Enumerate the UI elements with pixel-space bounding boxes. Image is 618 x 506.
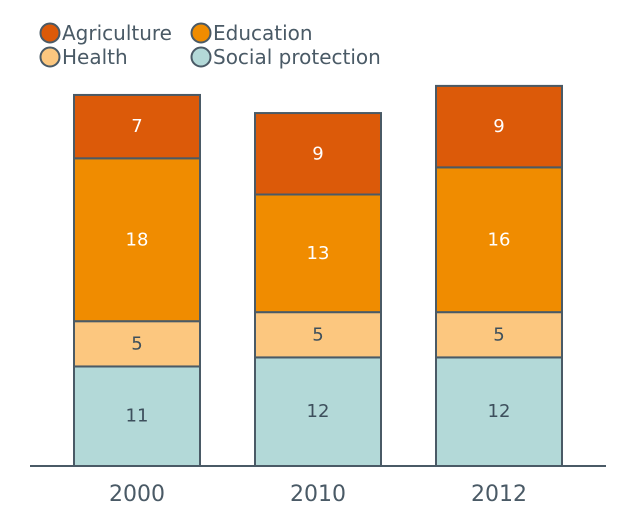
bar-health-2012 bbox=[435, 311, 563, 359]
x-tick-label-2012: 2012 bbox=[471, 482, 527, 506]
legend-swatch-health bbox=[39, 46, 61, 68]
x-tick-labels: 2000 2010 2012 bbox=[109, 482, 527, 506]
data-label-social-protection-2000: 11 bbox=[126, 406, 149, 427]
legend-label-education: Education bbox=[213, 21, 313, 45]
bars: 11 5 18 7 12 5 13 9 12 5 16 9 bbox=[73, 84, 563, 468]
data-label-health-2010: 5 bbox=[312, 324, 323, 345]
data-label-agriculture-2012: 9 bbox=[493, 116, 504, 137]
bar-health-2000 bbox=[73, 320, 201, 368]
data-label-education-2010: 13 bbox=[307, 243, 330, 264]
legend-swatch-education bbox=[190, 22, 212, 44]
bar-education-2010 bbox=[254, 193, 382, 314]
data-label-education-2012: 16 bbox=[488, 229, 511, 250]
data-label-agriculture-2000: 7 bbox=[131, 116, 142, 137]
legend-swatch-agriculture bbox=[39, 22, 61, 44]
bar-agriculture-2012 bbox=[435, 84, 563, 169]
data-label-social-protection-2012: 12 bbox=[488, 401, 511, 422]
bar-social-protection-2000 bbox=[73, 365, 201, 468]
x-tick-label-2000: 2000 bbox=[109, 482, 165, 506]
legend-label-health: Health bbox=[62, 45, 128, 69]
data-label-education-2000: 18 bbox=[126, 229, 149, 250]
data-label-health-2000: 5 bbox=[131, 333, 142, 354]
data-label-social-protection-2010: 12 bbox=[307, 401, 330, 422]
bar-education-2012 bbox=[435, 166, 563, 314]
legend-label-social-protection: Social protection bbox=[213, 45, 381, 69]
data-label-agriculture-2010: 9 bbox=[312, 143, 323, 164]
data-label-health-2012: 5 bbox=[493, 324, 504, 345]
bar-agriculture-2000 bbox=[73, 93, 201, 160]
legend: Agriculture Education Health Social protect… bbox=[39, 21, 381, 69]
x-tick-label-2010: 2010 bbox=[290, 482, 346, 506]
bar-agriculture-2010 bbox=[254, 112, 382, 196]
legend-swatch-social-protection bbox=[190, 46, 212, 68]
bar-health-2010 bbox=[254, 311, 382, 359]
legend-label-agriculture: Agriculture bbox=[62, 21, 172, 45]
